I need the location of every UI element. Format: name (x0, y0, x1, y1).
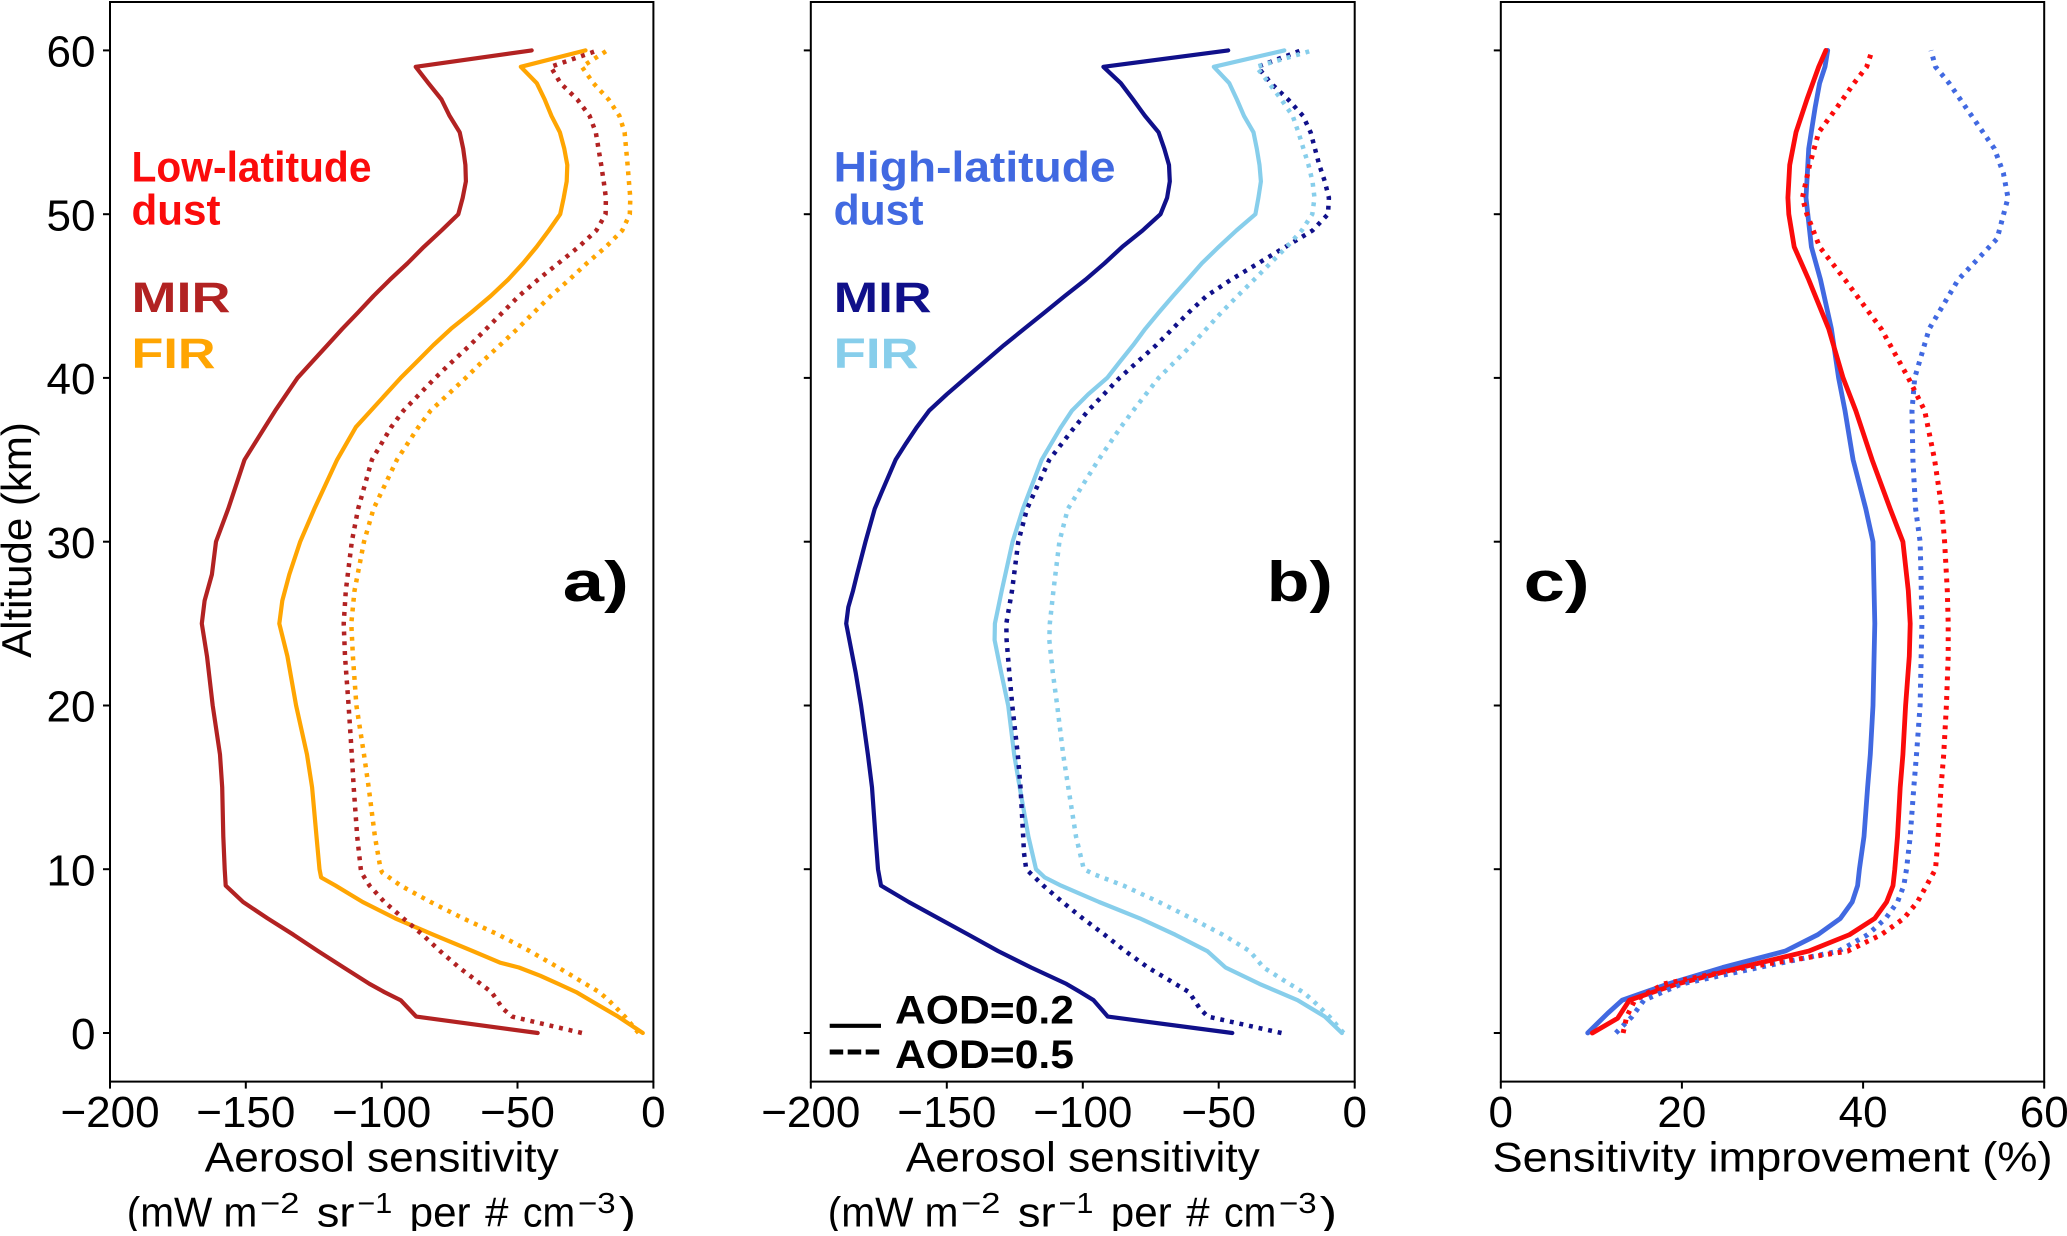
svg-text:20: 20 (1657, 1088, 1706, 1137)
svg-text:−2: −2 (260, 1188, 299, 1220)
svg-text:−150: −150 (897, 1088, 996, 1137)
svg-text:0: 0 (71, 1010, 95, 1059)
svg-text:−1: −1 (357, 1188, 392, 1220)
svg-text:0: 0 (1342, 1088, 1366, 1137)
svg-text:AOD=0.5: AOD=0.5 (895, 1033, 1074, 1077)
svg-text:−2: −2 (961, 1188, 1000, 1220)
svg-text:Low-latitude: Low-latitude (132, 144, 372, 192)
svg-text:−200: −200 (761, 1088, 860, 1137)
svg-text:AOD=0.2: AOD=0.2 (895, 989, 1074, 1033)
svg-text:30: 30 (47, 519, 96, 568)
svg-text:Aerosol sensitivity: Aerosol sensitivity (906, 1134, 1260, 1181)
svg-text:−150: −150 (196, 1088, 295, 1137)
svg-text:(mW m: (mW m (828, 1189, 959, 1232)
svg-text:40: 40 (1839, 1088, 1888, 1137)
svg-text:dust: dust (834, 187, 924, 235)
svg-text:−3: −3 (578, 1188, 616, 1220)
svg-text:MIR: MIR (834, 274, 932, 322)
svg-text:−200: −200 (60, 1088, 159, 1137)
svg-text:FIR: FIR (132, 330, 216, 378)
svg-text:cm: cm (1224, 1189, 1276, 1232)
svg-text:dust: dust (132, 187, 221, 235)
svg-text:#: # (1186, 1189, 1210, 1232)
svg-text:50: 50 (47, 191, 96, 240)
svg-text:20: 20 (47, 683, 96, 732)
svg-text:Altitude (km): Altitude (km) (0, 422, 40, 658)
svg-text:40: 40 (47, 355, 96, 404)
svg-text:sr: sr (317, 1189, 355, 1232)
svg-text:−1: −1 (1059, 1188, 1094, 1220)
svg-text:−50: −50 (1181, 1088, 1256, 1137)
svg-text:per: per (1111, 1189, 1172, 1232)
svg-text:−100: −100 (1033, 1088, 1132, 1137)
svg-text:cm: cm (523, 1189, 575, 1232)
svg-text:sr: sr (1018, 1189, 1056, 1232)
svg-text:): ) (619, 1189, 637, 1232)
svg-text:): ) (1320, 1189, 1338, 1232)
svg-text:FIR: FIR (834, 330, 919, 378)
svg-text:b): b) (1267, 550, 1333, 614)
svg-text:60: 60 (2020, 1088, 2067, 1137)
svg-text:MIR: MIR (132, 274, 231, 322)
svg-text:0: 0 (1489, 1088, 1513, 1137)
svg-text:−100: −100 (332, 1088, 431, 1137)
svg-text:per: per (410, 1189, 471, 1232)
svg-text:Aerosol sensitivity: Aerosol sensitivity (205, 1134, 559, 1181)
svg-text:−50: −50 (480, 1088, 555, 1137)
svg-text:(mW m: (mW m (127, 1189, 258, 1232)
svg-text:Sensitivity improvement (%): Sensitivity improvement (%) (1493, 1134, 2053, 1181)
svg-text:a): a) (563, 550, 629, 614)
svg-text:10: 10 (47, 846, 96, 895)
svg-text:60: 60 (47, 28, 96, 77)
svg-text:High-latitude: High-latitude (834, 144, 1116, 192)
svg-text:c): c) (1524, 550, 1590, 614)
svg-text:−3: −3 (1279, 1188, 1317, 1220)
svg-text:0: 0 (641, 1088, 665, 1137)
svg-text:#: # (485, 1189, 509, 1232)
